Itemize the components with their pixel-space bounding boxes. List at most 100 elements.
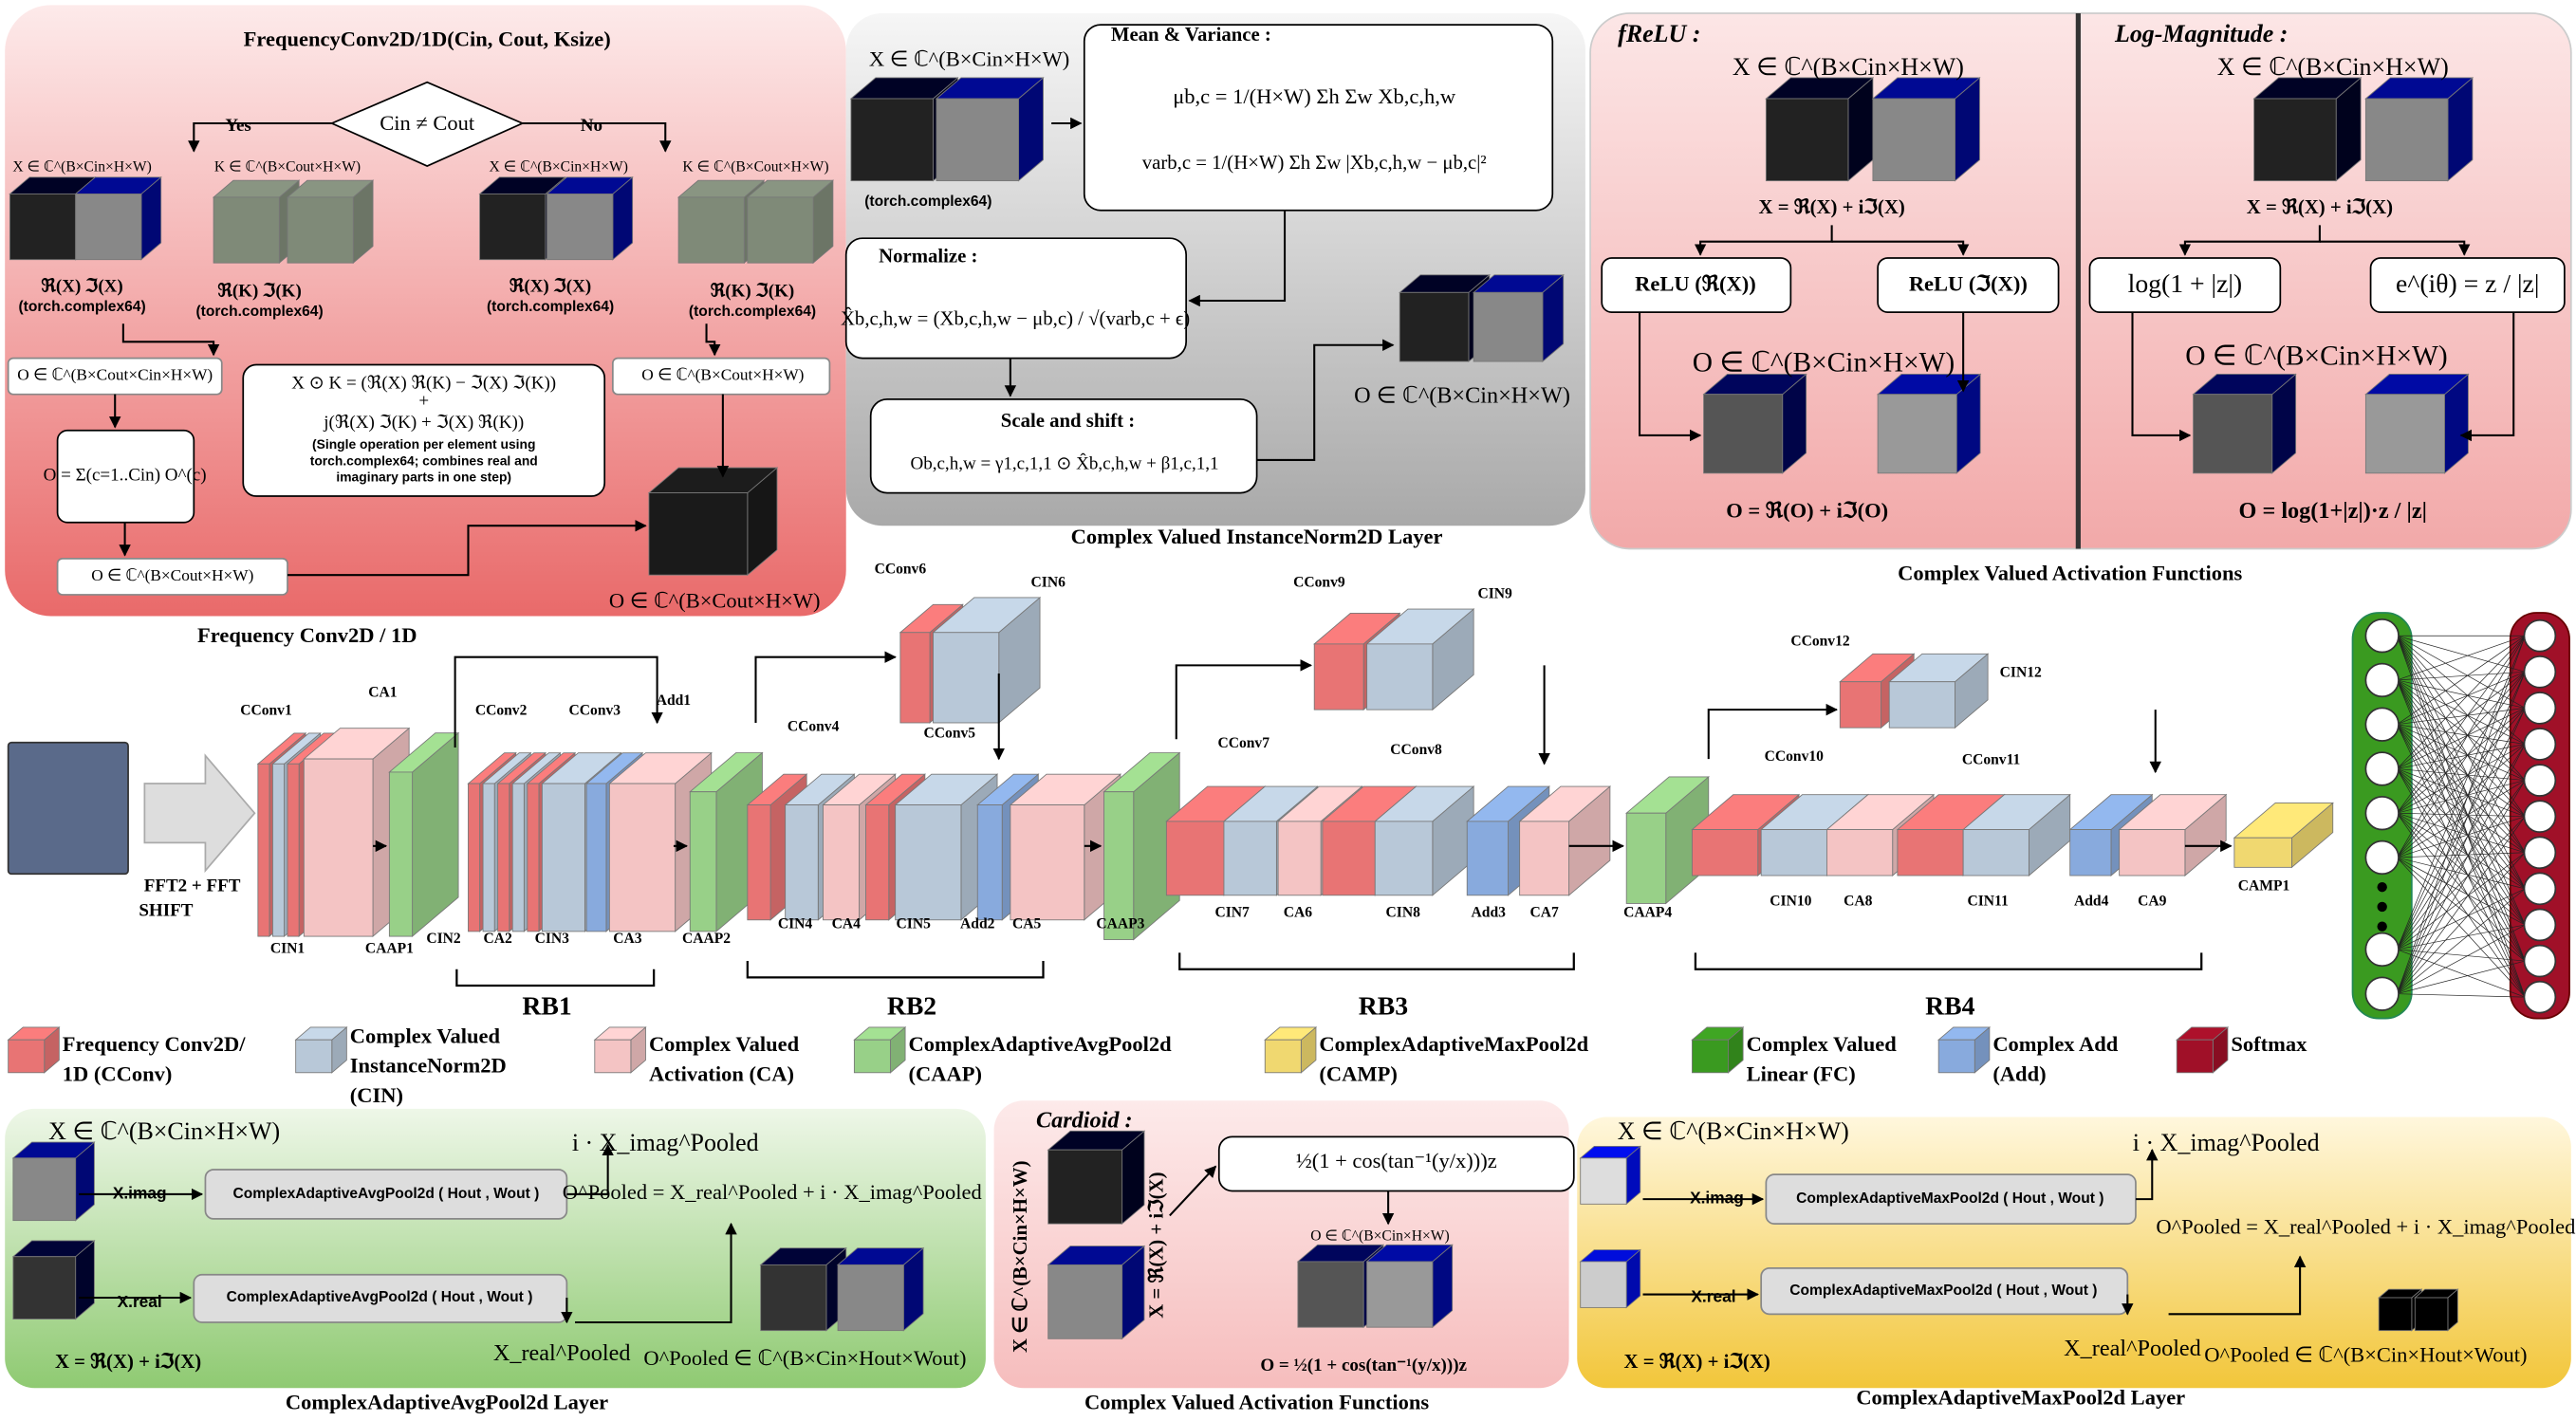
label: RB1 <box>522 991 571 1021</box>
arrow <box>566 1143 614 1195</box>
label: CConv9 <box>1293 574 1345 590</box>
connection <box>2397 679 2526 745</box>
label: X.imag <box>1690 1189 1744 1208</box>
block-front <box>1692 1039 1729 1074</box>
label: X ∈ ℂ^(B×Cin×H×W) <box>1010 1160 1031 1352</box>
arrow <box>1175 659 1312 740</box>
block-front <box>837 1264 904 1332</box>
arrow <box>522 121 672 153</box>
block-front <box>1839 681 1882 729</box>
block-front <box>1277 821 1322 896</box>
label: Complex Valued Activation Functions <box>1084 1391 1429 1414</box>
label: Frequency Conv2D / 1D <box>197 623 417 647</box>
connection <box>2396 636 2526 926</box>
connection <box>2396 672 2526 994</box>
connection <box>2397 857 2526 926</box>
block-front <box>2233 837 2292 868</box>
label: Log-Magnitude : <box>2114 20 2289 47</box>
connection <box>2397 635 2526 673</box>
block-front <box>1366 643 1434 710</box>
decision <box>329 81 525 167</box>
block-front <box>760 1264 827 1332</box>
label: X̂b,c,h,w = (Xb,c,h,w − μb,c) / √(varb,c… <box>841 306 1190 329</box>
label: (CIN) <box>350 1083 403 1107</box>
label: i · X_imag^Pooled <box>2133 1129 2320 1156</box>
texts: FrequencyConv2D/1D(Cin, Cout, Ksize) Cin … <box>12 20 2575 1414</box>
block-front <box>608 783 676 932</box>
label: InstanceNorm2D <box>350 1054 507 1078</box>
ellipsis-dot <box>2377 901 2387 913</box>
label: CA4 <box>832 916 862 932</box>
bracket <box>455 969 656 987</box>
label: ½(1 + cos(tan⁻¹(y/x)))z <box>1296 1149 1497 1172</box>
block-front <box>585 783 607 932</box>
label: FrequencyConv2D/1D(Cin, Cout, Ksize) <box>244 28 611 51</box>
box <box>844 237 1188 360</box>
block-front <box>895 804 962 921</box>
neuron <box>2364 840 2400 876</box>
label: e^(iθ) = z / |z| <box>2396 268 2539 298</box>
ellipsis-dot <box>2377 921 2387 932</box>
label: Complex Add <box>1992 1032 2118 1056</box>
connection <box>2396 636 2526 858</box>
block-front <box>1519 821 1570 896</box>
label: Add2 <box>960 916 995 932</box>
label: X.real <box>1691 1287 1735 1306</box>
connection <box>2397 780 2526 814</box>
fft-arrow <box>143 753 256 874</box>
neuron <box>2364 932 2400 968</box>
block-front <box>1877 394 1957 474</box>
connection <box>2396 724 2526 890</box>
label: CA3 <box>613 931 642 947</box>
label: Scale and shift : <box>1001 410 1135 432</box>
connection <box>2397 960 2526 995</box>
label: ComplexAdaptiveMaxPool2d Layer <box>1856 1386 2185 1410</box>
label: O ∈ ℂ^(B×Cout×H×W) <box>641 366 804 384</box>
connection <box>2397 679 2526 817</box>
block-front <box>1826 829 1894 877</box>
neuron <box>2364 618 2400 654</box>
label: K ∈ ℂ^(B×Cout×H×W) <box>682 158 828 175</box>
neuron <box>2364 707 2400 742</box>
label: Ob,c,h,w = γ1,c,1,1 ⊙ X̂b,c,h,w + β1,c,1… <box>910 453 1218 474</box>
block-front <box>1937 1039 1975 1074</box>
label: O ∈ ℂ^(B×Cout×H×W) <box>609 589 821 613</box>
label: CConv6 <box>875 562 927 578</box>
label: (torch.complex64) <box>18 299 145 315</box>
block-front <box>287 196 354 264</box>
label: ReLU (ℑ(X)) <box>1909 272 2028 296</box>
label: torch.complex64; combines real and <box>310 452 538 468</box>
box <box>869 398 1258 494</box>
connection <box>2397 949 2526 962</box>
label: O^Pooled ∈ ℂ^(B×Cin×Hout×Wout) <box>643 1346 966 1370</box>
label: O ∈ ℂ^(B×Cin×H×W) <box>2185 341 2447 371</box>
label: X_real^Pooled <box>2064 1336 2201 1361</box>
label: i · X_imag^Pooled <box>572 1129 759 1156</box>
block-front <box>1625 812 1667 904</box>
neuron <box>2523 618 2557 653</box>
label: Add4 <box>2074 893 2109 909</box>
label: CIN8 <box>1386 904 1421 920</box>
label: CConv7 <box>1217 735 1269 751</box>
connection <box>2396 780 2526 950</box>
block-front <box>213 196 280 264</box>
block-front <box>2069 829 2112 877</box>
label: CAMP1 <box>2238 878 2290 895</box>
connection <box>2397 679 2526 781</box>
arrow <box>2135 1148 2159 1201</box>
label: CAAP1 <box>365 941 414 957</box>
block-front <box>1872 98 1955 182</box>
label: O ∈ ℂ^(B×Cin×H×W) <box>1693 347 1955 378</box>
connection <box>2396 679 2526 962</box>
label: ℜ(K) ℑ(K) <box>711 282 794 302</box>
neuron <box>2364 662 2400 698</box>
label: Complex Valued Activation Functions <box>1898 561 2242 584</box>
block-front <box>1473 291 1544 362</box>
label: fReLU : <box>1618 20 1700 47</box>
label: X_real^Pooled <box>493 1340 631 1366</box>
block-front <box>899 632 931 724</box>
label: CA2 <box>483 931 512 947</box>
arrow <box>2131 312 2192 442</box>
connection <box>2396 744 2526 950</box>
connection <box>2397 888 2526 994</box>
